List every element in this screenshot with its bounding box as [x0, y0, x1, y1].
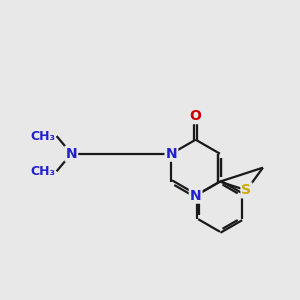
Text: CH₃: CH₃	[30, 130, 55, 142]
Text: N: N	[166, 147, 177, 161]
Text: O: O	[190, 109, 202, 123]
Text: N: N	[190, 189, 202, 202]
Text: S: S	[242, 183, 251, 197]
Text: CH₃: CH₃	[30, 165, 55, 178]
Text: N: N	[65, 147, 77, 161]
